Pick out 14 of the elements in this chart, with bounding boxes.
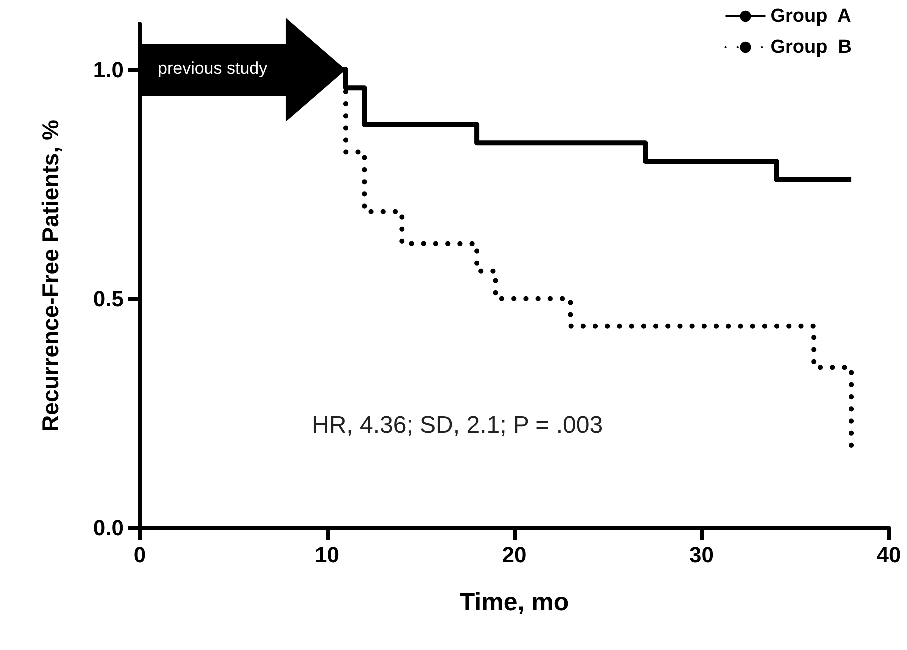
x-tick-label: 40 xyxy=(876,542,902,568)
annotation: previous study xyxy=(158,58,268,79)
x-tick-label: 10 xyxy=(315,542,340,568)
x-tick-label: 30 xyxy=(690,542,714,568)
y-tick-label: 1.0 xyxy=(93,57,124,82)
y-axis-title: Recurrence-Free Patients, % xyxy=(38,120,64,432)
legend-label: Group B xyxy=(770,37,852,58)
annotation: HR, 4.36; SD, 2.1; P = .003 xyxy=(312,412,604,440)
x-tick-label: 20 xyxy=(502,542,527,568)
x-axis-title: Time, mo xyxy=(460,588,570,616)
y-tick-label: 0.5 xyxy=(93,286,124,312)
y-tick-label: 0.0 xyxy=(93,516,124,540)
x-tick-label: 0 xyxy=(134,542,146,568)
legend-label: Group A xyxy=(770,6,852,27)
